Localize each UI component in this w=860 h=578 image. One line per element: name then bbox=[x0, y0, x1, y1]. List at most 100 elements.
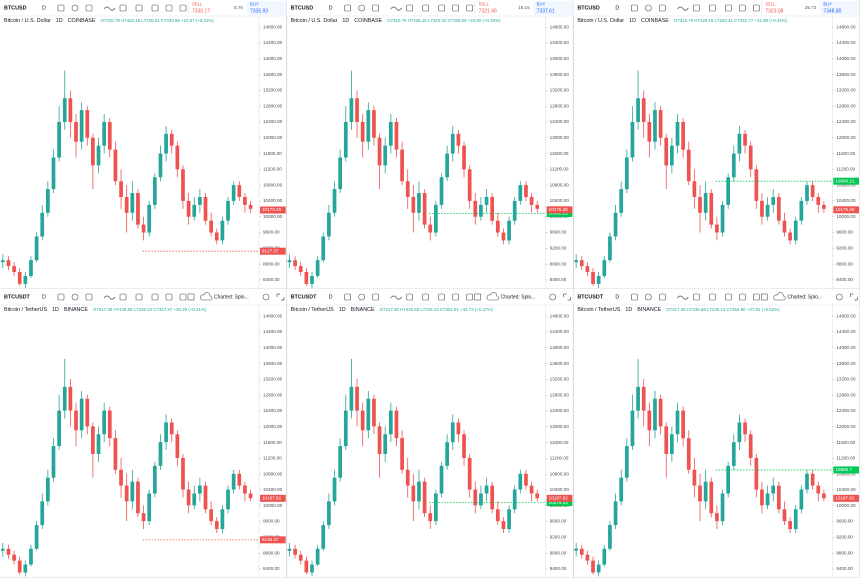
toolbar-icon[interactable] bbox=[179, 293, 187, 301]
toolbar-icon[interactable] bbox=[135, 293, 143, 301]
toolbar-icon[interactable] bbox=[709, 4, 716, 12]
toolbar-icon[interactable] bbox=[753, 4, 760, 12]
toolbar-icon[interactable] bbox=[151, 293, 159, 301]
toolbar-icon[interactable] bbox=[344, 4, 351, 12]
toolbar-icon[interactable] bbox=[677, 295, 689, 300]
toolbar-icon[interactable] bbox=[372, 293, 379, 301]
candle-body bbox=[203, 196, 208, 221]
toolbar-symbol[interactable]: BTCUSD bbox=[577, 5, 600, 11]
settings-icon[interactable] bbox=[549, 293, 556, 301]
toolbar-icon[interactable] bbox=[119, 4, 127, 12]
toolbar-icon[interactable] bbox=[85, 4, 93, 12]
toolbar-icon[interactable] bbox=[693, 4, 700, 12]
buy-price[interactable]: 7337.61 bbox=[537, 8, 555, 14]
toolbar-icon[interactable] bbox=[71, 4, 79, 12]
interval-button[interactable]: D bbox=[329, 294, 333, 300]
buy-price[interactable]: 7348.80 bbox=[823, 8, 841, 14]
buy-label[interactable]: BUY bbox=[823, 2, 832, 7]
last-price-label: 10187.82 bbox=[262, 496, 282, 501]
toolbar-icon[interactable] bbox=[466, 4, 473, 12]
toolbar-icon[interactable] bbox=[187, 293, 195, 301]
toolbar-icon[interactable] bbox=[709, 293, 716, 301]
toolbar-icon[interactable] bbox=[645, 293, 652, 301]
charted-label[interactable]: Charted: Splo... bbox=[787, 294, 822, 300]
toolbar-icon[interactable] bbox=[71, 293, 79, 301]
settings-icon[interactable] bbox=[836, 293, 843, 301]
interval-button[interactable]: D bbox=[615, 5, 619, 11]
toolbar-icon[interactable] bbox=[739, 4, 746, 12]
toolbar-icon[interactable] bbox=[151, 4, 159, 12]
toolbar-icon[interactable] bbox=[452, 4, 459, 12]
toolbar-icon[interactable] bbox=[372, 4, 379, 12]
interval: 1D bbox=[342, 18, 349, 24]
toolbar-icon[interactable] bbox=[422, 4, 429, 12]
sell-price[interactable]: 7323.08 bbox=[765, 8, 783, 14]
toolbar-icon[interactable] bbox=[631, 4, 638, 12]
toolbar-icon[interactable] bbox=[390, 295, 402, 300]
toolbar-icon[interactable] bbox=[659, 4, 666, 12]
toolbar-icon[interactable] bbox=[119, 293, 127, 301]
sell-label[interactable]: SELL bbox=[192, 2, 203, 7]
toolbar-icon[interactable] bbox=[165, 4, 173, 12]
toolbar-icon[interactable] bbox=[358, 4, 365, 12]
settings-icon[interactable] bbox=[262, 293, 270, 301]
fullscreen-icon[interactable] bbox=[849, 293, 858, 301]
candle-body bbox=[636, 98, 640, 122]
buy-price[interactable]: 7335.93 bbox=[250, 8, 268, 14]
toolbar-icon[interactable] bbox=[422, 293, 429, 301]
toolbar-symbol[interactable]: BTCUSDT bbox=[4, 294, 30, 300]
toolbar-icon[interactable] bbox=[659, 293, 666, 301]
candle-body bbox=[743, 422, 747, 435]
buy-label[interactable]: BUY bbox=[250, 2, 259, 7]
toolbar-icon[interactable] bbox=[85, 293, 93, 301]
interval-button[interactable]: D bbox=[329, 5, 333, 11]
toolbar-icon[interactable] bbox=[390, 6, 402, 11]
toolbar-icon[interactable] bbox=[344, 293, 351, 301]
toolbar-icon[interactable] bbox=[725, 4, 732, 12]
toolbar-icon[interactable] bbox=[677, 6, 689, 11]
toolbar-icon[interactable] bbox=[135, 4, 143, 12]
charted-label[interactable]: Charted: Splo... bbox=[214, 294, 249, 300]
toolbar-icon[interactable] bbox=[474, 293, 481, 301]
fullscreen-icon[interactable] bbox=[563, 293, 572, 301]
toolbar-icon[interactable] bbox=[179, 4, 187, 12]
toolbar-icon[interactable] bbox=[103, 295, 116, 300]
toolbar-icon[interactable] bbox=[406, 4, 413, 12]
toolbar-icon[interactable] bbox=[725, 293, 732, 301]
toolbar-icon[interactable] bbox=[466, 293, 473, 301]
toolbar-icon[interactable] bbox=[358, 293, 365, 301]
candle-body bbox=[372, 398, 376, 427]
toolbar-icon[interactable] bbox=[57, 293, 65, 301]
interval-button[interactable]: D bbox=[42, 294, 46, 300]
interval-button[interactable]: D bbox=[42, 5, 46, 11]
fullscreen-icon[interactable] bbox=[276, 293, 285, 301]
y-tick-label: 10800.00 bbox=[263, 471, 283, 476]
candle-body bbox=[805, 473, 809, 490]
toolbar-icon[interactable] bbox=[753, 293, 760, 301]
toolbar-symbol[interactable]: BTCUSD bbox=[291, 5, 314, 11]
sell-price[interactable]: 7321.46 bbox=[479, 8, 497, 14]
toolbar-icon[interactable] bbox=[739, 293, 746, 301]
toolbar-icon[interactable] bbox=[406, 293, 413, 301]
toolbar-icon[interactable] bbox=[438, 293, 445, 301]
sell-price[interactable]: 7330.17 bbox=[192, 8, 210, 14]
toolbar-icon[interactable] bbox=[761, 293, 768, 301]
toolbar-icon[interactable] bbox=[693, 293, 700, 301]
toolbar-icon[interactable] bbox=[645, 4, 652, 12]
toolbar-icon[interactable] bbox=[103, 6, 116, 11]
toolbar-symbol[interactable]: BTCUSD bbox=[4, 5, 27, 11]
toolbar-icon[interactable] bbox=[57, 4, 65, 12]
toolbar-symbol[interactable]: BTCUSDT bbox=[291, 294, 317, 300]
sell-label[interactable]: SELL bbox=[479, 2, 490, 7]
toolbar-icon[interactable] bbox=[452, 293, 459, 301]
candle-body bbox=[698, 485, 702, 502]
toolbar-icon[interactable] bbox=[165, 293, 173, 301]
toolbar-icon[interactable] bbox=[631, 293, 638, 301]
toolbar-icon[interactable] bbox=[438, 4, 445, 12]
toolbar-symbol[interactable]: BTCUSDT bbox=[577, 294, 603, 300]
candle-body bbox=[507, 509, 511, 530]
interval-button[interactable]: D bbox=[615, 294, 619, 300]
buy-label[interactable]: BUY bbox=[537, 2, 546, 7]
charted-label[interactable]: Charted: Splo... bbox=[501, 294, 536, 300]
sell-label[interactable]: SELL bbox=[765, 2, 776, 7]
